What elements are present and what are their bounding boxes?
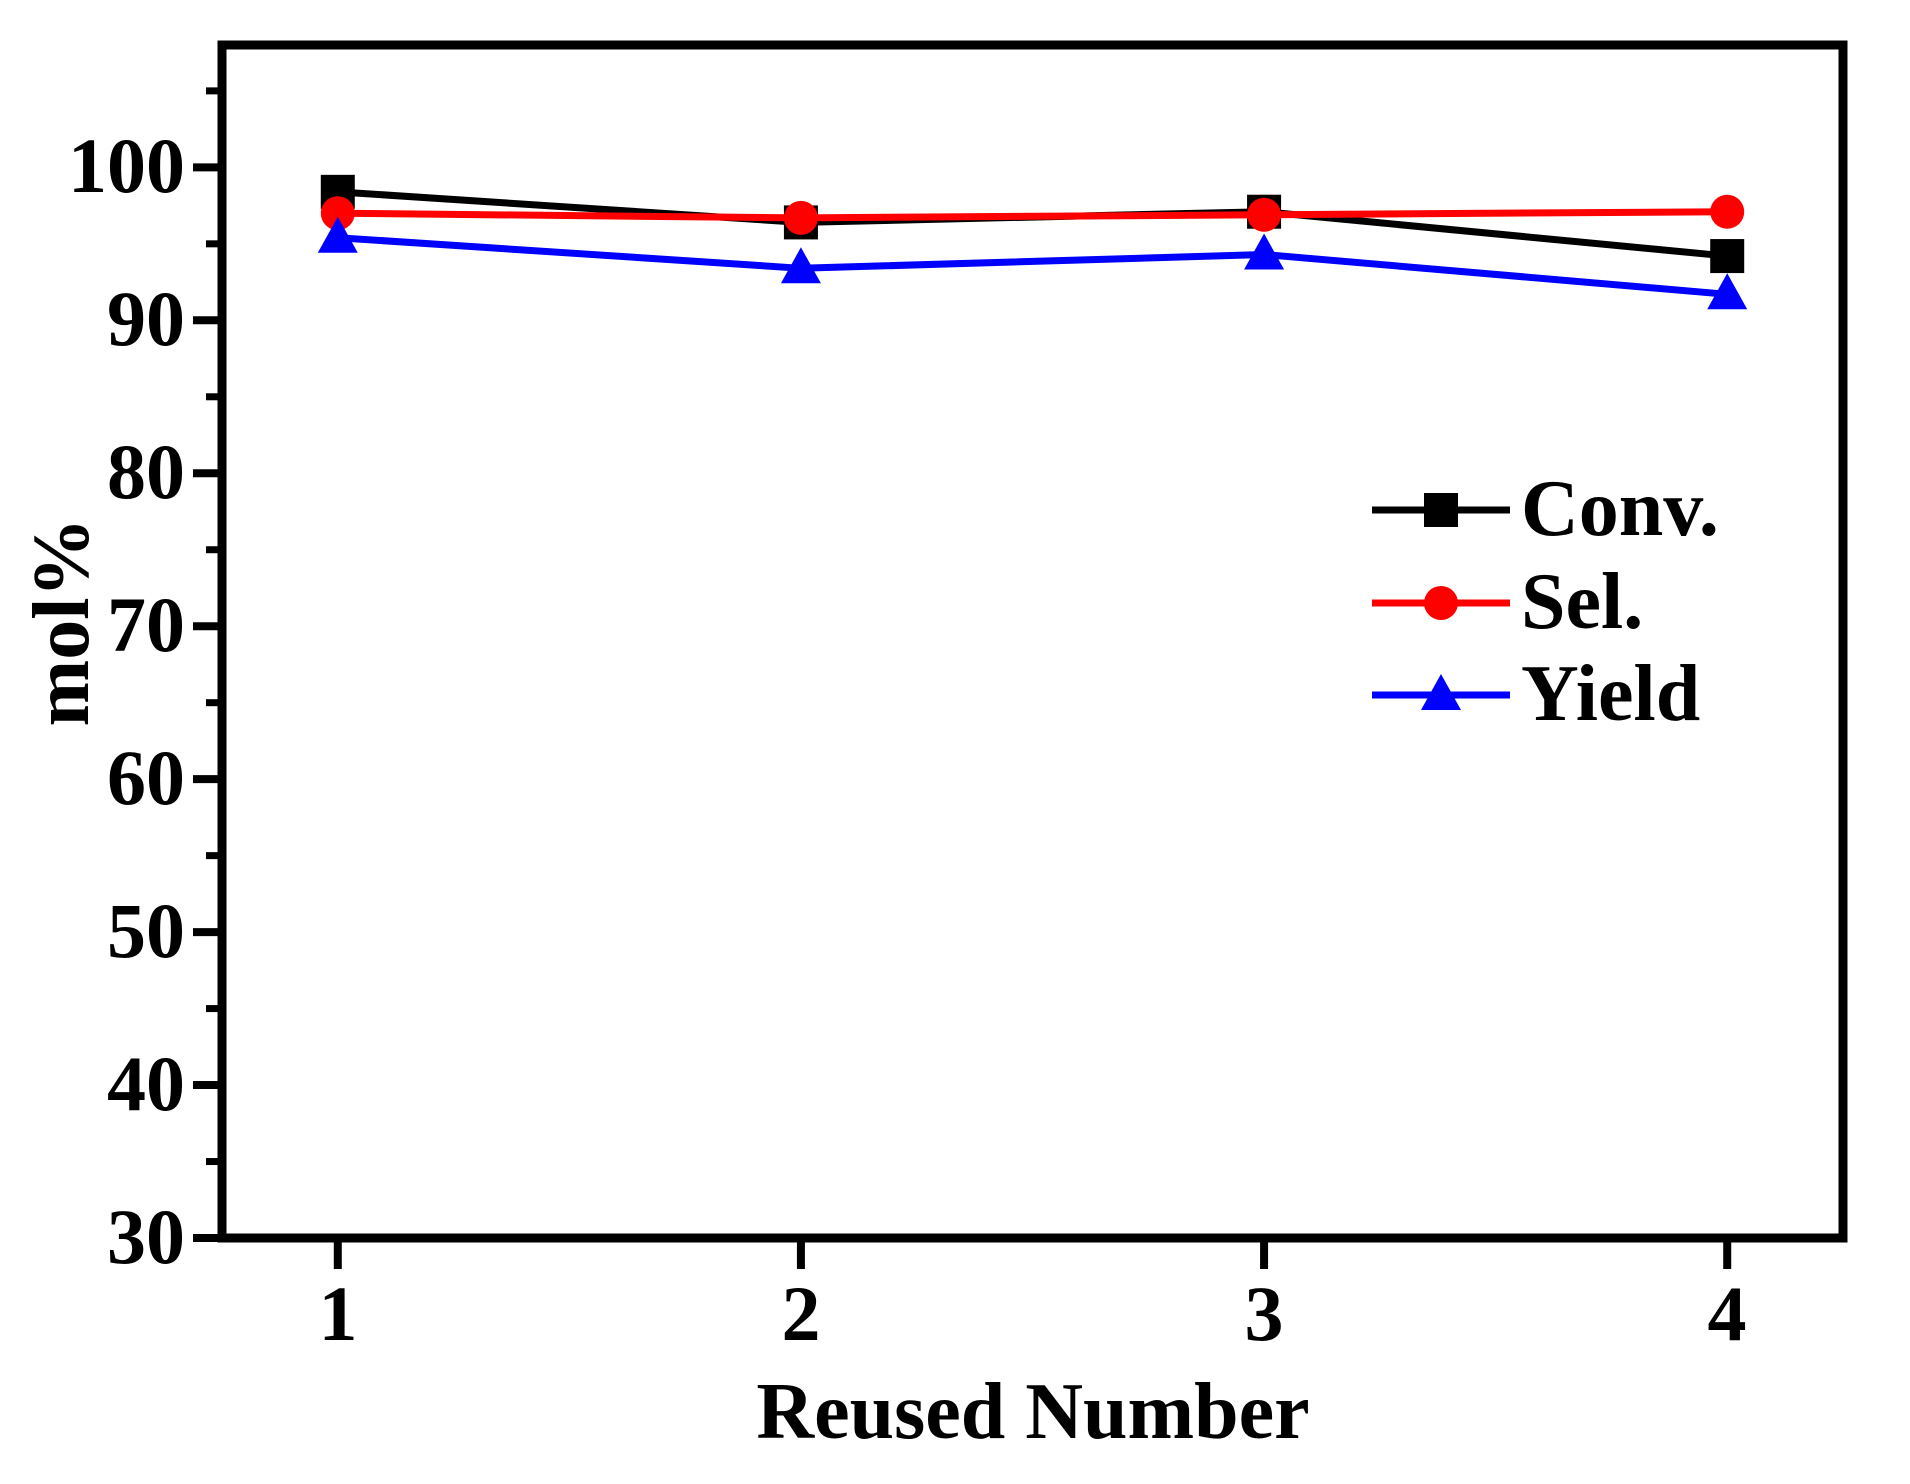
x-tick-label: 4 — [1707, 1270, 1747, 1357]
y-tick-label: 60 — [107, 734, 185, 821]
y-tick-label: 80 — [107, 428, 185, 515]
series-line-sel — [337, 208, 1728, 222]
y-tick-label: 40 — [107, 1040, 185, 1127]
triangle-marker-icon — [1707, 273, 1748, 310]
x-axis-title: Reused Number — [756, 1368, 1310, 1456]
legend-label-conv: Conv. — [1521, 465, 1719, 553]
legend-label-yield: Yield — [1521, 650, 1701, 738]
triangle-marker-icon — [780, 247, 821, 284]
y-tick-label: 90 — [107, 275, 185, 362]
x-tick-label: 1 — [318, 1270, 358, 1357]
triangle-marker-icon — [1244, 233, 1285, 270]
square-marker-icon — [1710, 239, 1745, 274]
y-tick-label: 70 — [107, 581, 185, 668]
series-line-yield — [337, 234, 1728, 298]
triangle-marker-icon — [317, 216, 358, 253]
circle-marker-icon — [783, 200, 818, 235]
circle-marker-icon — [1710, 194, 1745, 229]
y-tick-label: 100 — [68, 122, 185, 209]
circle-marker-icon — [1247, 197, 1282, 232]
legend-triangle-marker-icon — [1421, 674, 1461, 710]
y-tick-label: 50 — [107, 887, 185, 974]
circle-marker-icon — [320, 196, 355, 231]
x-tick-label: 2 — [781, 1270, 821, 1357]
axes-frame — [217, 40, 1848, 1243]
legend-circle-marker-icon — [1424, 586, 1458, 620]
y-tick-label: 30 — [107, 1193, 185, 1280]
series-line-conv — [337, 188, 1728, 260]
x-tick-label: 3 — [1244, 1270, 1284, 1357]
legend-label-sel: Sel. — [1521, 558, 1644, 646]
legend-square-marker-icon — [1424, 493, 1458, 527]
